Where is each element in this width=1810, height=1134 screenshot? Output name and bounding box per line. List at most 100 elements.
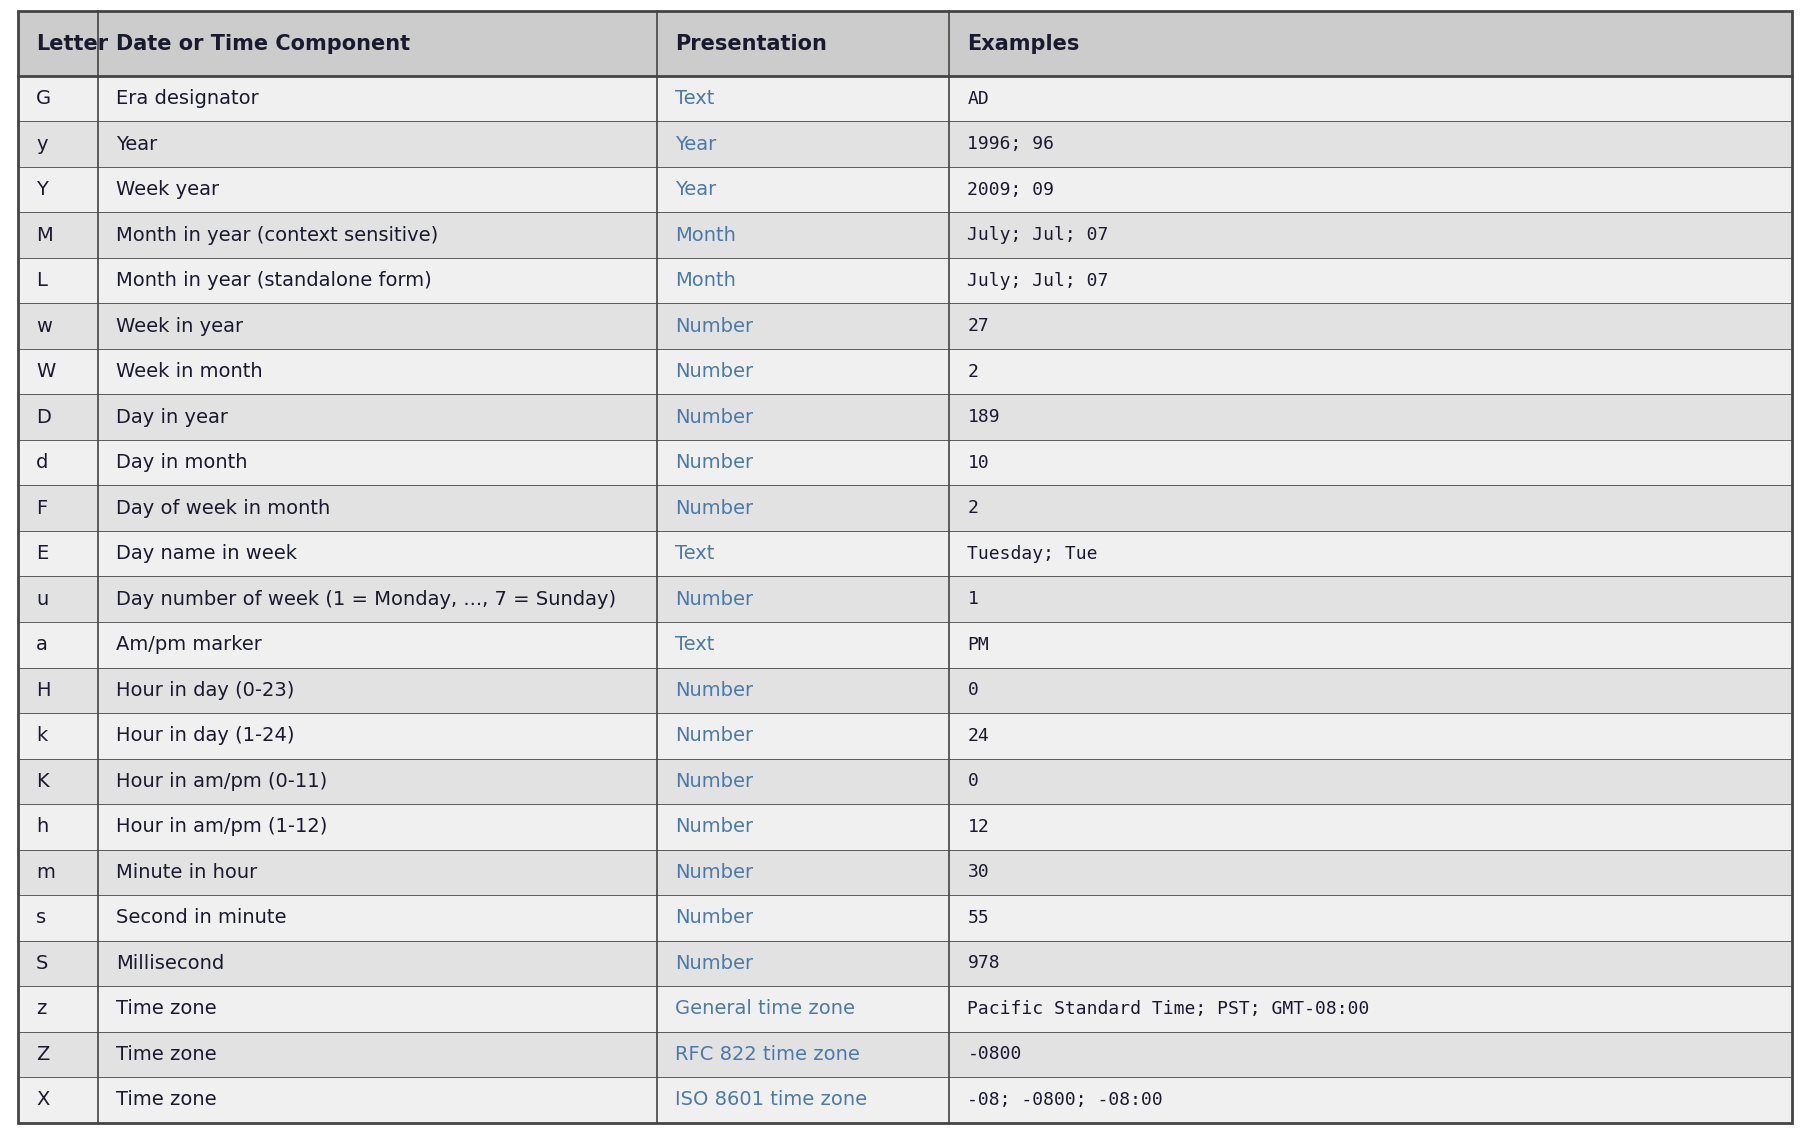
- Bar: [18, 849, 1792, 895]
- Text: 1996; 96: 1996; 96: [967, 135, 1055, 153]
- Text: Day number of week (1 = Monday, ..., 7 = Sunday): Day number of week (1 = Monday, ..., 7 =…: [116, 590, 615, 609]
- Text: Year: Year: [116, 135, 157, 153]
- Text: Number: Number: [675, 499, 753, 518]
- Text: Number: Number: [675, 863, 753, 882]
- Text: W: W: [36, 362, 56, 381]
- Text: h: h: [36, 818, 49, 836]
- Text: Hour in day (1-24): Hour in day (1-24): [116, 726, 295, 745]
- Text: 30: 30: [967, 863, 990, 881]
- Bar: [18, 167, 1792, 212]
- Text: 24: 24: [967, 727, 990, 745]
- Text: Day in year: Day in year: [116, 407, 228, 426]
- Text: Examples: Examples: [967, 34, 1081, 53]
- Text: Text: Text: [675, 544, 715, 564]
- Text: Day in month: Day in month: [116, 454, 248, 472]
- Text: ISO 8601 time zone: ISO 8601 time zone: [675, 1091, 867, 1109]
- Text: Number: Number: [675, 407, 753, 426]
- Bar: [18, 668, 1792, 713]
- Text: Hour in am/pm (0-11): Hour in am/pm (0-11): [116, 772, 328, 790]
- Text: M: M: [36, 226, 52, 245]
- Bar: [18, 759, 1792, 804]
- Text: Number: Number: [675, 818, 753, 836]
- Text: AD: AD: [967, 90, 990, 108]
- Text: Millisecond: Millisecond: [116, 954, 224, 973]
- Text: Text: Text: [675, 90, 715, 108]
- Text: D: D: [36, 407, 51, 426]
- Text: Minute in hour: Minute in hour: [116, 863, 257, 882]
- Text: F: F: [36, 499, 47, 518]
- Text: Day name in week: Day name in week: [116, 544, 297, 564]
- Text: E: E: [36, 544, 49, 564]
- Text: z: z: [36, 999, 47, 1018]
- Text: Day of week in month: Day of week in month: [116, 499, 329, 518]
- Text: Week in year: Week in year: [116, 316, 243, 336]
- Text: 2: 2: [967, 499, 979, 517]
- Text: m: m: [36, 863, 54, 882]
- Text: G: G: [36, 90, 51, 108]
- Text: RFC 822 time zone: RFC 822 time zone: [675, 1044, 860, 1064]
- Text: Number: Number: [675, 680, 753, 700]
- Bar: [18, 804, 1792, 849]
- Text: w: w: [36, 316, 52, 336]
- Text: Week year: Week year: [116, 180, 219, 200]
- Text: 0: 0: [967, 772, 979, 790]
- Text: 0: 0: [967, 682, 979, 700]
- Text: Month in year (standalone form): Month in year (standalone form): [116, 271, 433, 290]
- Text: L: L: [36, 271, 47, 290]
- Text: 10: 10: [967, 454, 990, 472]
- Text: Time zone: Time zone: [116, 1044, 217, 1064]
- Text: y: y: [36, 135, 47, 153]
- Text: Month: Month: [675, 271, 735, 290]
- Bar: [18, 621, 1792, 668]
- Text: Second in minute: Second in minute: [116, 908, 286, 928]
- Text: Number: Number: [675, 954, 753, 973]
- Bar: [18, 1077, 1792, 1123]
- Bar: [18, 485, 1792, 531]
- Text: 55: 55: [967, 908, 990, 926]
- Text: X: X: [36, 1091, 49, 1109]
- Text: Letter: Letter: [36, 34, 109, 53]
- Text: 978: 978: [967, 955, 1001, 972]
- Text: Date or Time Component: Date or Time Component: [116, 34, 411, 53]
- Text: 12: 12: [967, 818, 990, 836]
- Text: Tuesday; Tue: Tuesday; Tue: [967, 544, 1099, 562]
- Text: Number: Number: [675, 726, 753, 745]
- Bar: [18, 76, 1792, 121]
- Bar: [18, 531, 1792, 576]
- Text: July; Jul; 07: July; Jul; 07: [967, 226, 1110, 244]
- Text: Week in month: Week in month: [116, 362, 262, 381]
- Text: 27: 27: [967, 318, 990, 336]
- Text: S: S: [36, 954, 49, 973]
- Bar: [18, 576, 1792, 621]
- Text: Hour in day (0-23): Hour in day (0-23): [116, 680, 295, 700]
- Text: H: H: [36, 680, 51, 700]
- Text: Hour in am/pm (1-12): Hour in am/pm (1-12): [116, 818, 328, 836]
- Text: -0800: -0800: [967, 1046, 1023, 1064]
- Text: 2: 2: [967, 363, 979, 381]
- Text: 2009; 09: 2009; 09: [967, 180, 1055, 198]
- Text: Number: Number: [675, 316, 753, 336]
- Text: PM: PM: [967, 636, 990, 653]
- Text: u: u: [36, 590, 49, 609]
- Bar: [18, 121, 1792, 167]
- Text: 1: 1: [967, 590, 979, 608]
- Text: Year: Year: [675, 135, 717, 153]
- Text: Time zone: Time zone: [116, 1091, 217, 1109]
- Text: Number: Number: [675, 772, 753, 790]
- Text: July; Jul; 07: July; Jul; 07: [967, 272, 1110, 289]
- Bar: [18, 349, 1792, 395]
- Bar: [18, 940, 1792, 987]
- Bar: [18, 440, 1792, 485]
- Bar: [18, 713, 1792, 759]
- Text: K: K: [36, 772, 49, 790]
- Text: Month in year (context sensitive): Month in year (context sensitive): [116, 226, 438, 245]
- Bar: [18, 895, 1792, 940]
- Text: Z: Z: [36, 1044, 49, 1064]
- Bar: [18, 987, 1792, 1032]
- Text: Text: Text: [675, 635, 715, 654]
- Text: d: d: [36, 454, 49, 472]
- Text: k: k: [36, 726, 47, 745]
- Text: a: a: [36, 635, 49, 654]
- Bar: [18, 257, 1792, 304]
- Text: Pacific Standard Time; PST; GMT-08:00: Pacific Standard Time; PST; GMT-08:00: [967, 1000, 1370, 1018]
